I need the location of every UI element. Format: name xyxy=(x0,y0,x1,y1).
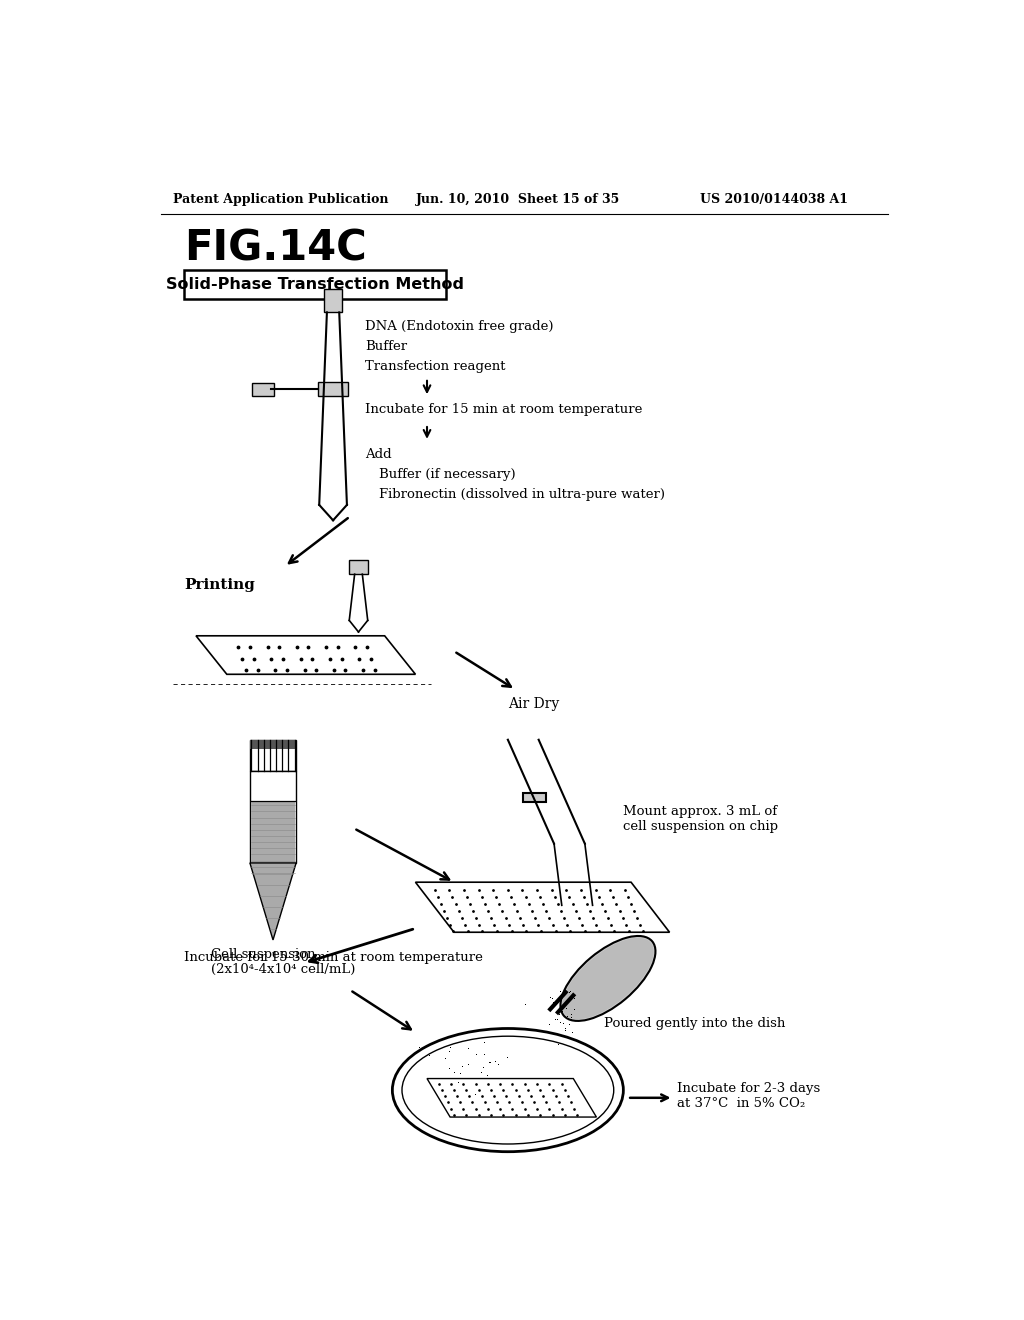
FancyBboxPatch shape xyxy=(184,271,446,300)
Text: Mount approx. 3 mL of
cell suspension on chip: Mount approx. 3 mL of cell suspension on… xyxy=(624,805,778,833)
Polygon shape xyxy=(523,793,547,803)
Bar xyxy=(317,383,348,396)
Text: Patent Application Publication: Patent Application Publication xyxy=(173,193,388,206)
Polygon shape xyxy=(427,1078,596,1117)
Bar xyxy=(252,383,273,396)
Text: Add: Add xyxy=(366,447,392,461)
Ellipse shape xyxy=(562,937,653,1019)
Ellipse shape xyxy=(560,936,655,1020)
Text: Cell suspension
(2x10⁴-4x10⁴ cell/mL): Cell suspension (2x10⁴-4x10⁴ cell/mL) xyxy=(211,948,355,975)
Text: Jun. 10, 2010  Sheet 15 of 35: Jun. 10, 2010 Sheet 15 of 35 xyxy=(416,193,620,206)
Ellipse shape xyxy=(392,1028,624,1151)
Text: Transfection reagent: Transfection reagent xyxy=(366,360,506,374)
Bar xyxy=(349,560,368,574)
Text: Printing: Printing xyxy=(184,578,255,593)
Text: Incubate for 2-3 days
at 37°C  in 5% CO₂: Incubate for 2-3 days at 37°C in 5% CO₂ xyxy=(677,1082,820,1110)
Text: Buffer: Buffer xyxy=(366,341,408,354)
Polygon shape xyxy=(196,636,416,675)
Bar xyxy=(324,289,342,313)
Text: US 2010/0144038 A1: US 2010/0144038 A1 xyxy=(700,193,848,206)
Bar xyxy=(250,739,296,771)
Polygon shape xyxy=(416,882,670,932)
Bar xyxy=(252,801,295,863)
Text: Incubate for 15 min at room temperature: Incubate for 15 min at room temperature xyxy=(366,404,643,416)
Ellipse shape xyxy=(402,1036,613,1144)
Text: Incubate for 15-30 min at room temperature: Incubate for 15-30 min at room temperatu… xyxy=(184,952,483,965)
Text: DNA (Endotoxin free grade): DNA (Endotoxin free grade) xyxy=(366,321,554,333)
Text: Buffer (if necessary): Buffer (if necessary) xyxy=(379,469,516,480)
Bar xyxy=(250,771,296,863)
Text: Solid-Phase Transfection Method: Solid-Phase Transfection Method xyxy=(166,277,464,292)
Text: Poured gently into the dish: Poured gently into the dish xyxy=(604,1016,785,1030)
Text: FIG.14C: FIG.14C xyxy=(184,227,368,269)
Bar xyxy=(250,739,296,748)
Text: Air Dry: Air Dry xyxy=(508,697,559,711)
Polygon shape xyxy=(250,863,296,940)
Text: Fibronectin (dissolved in ultra-pure water): Fibronectin (dissolved in ultra-pure wat… xyxy=(379,488,666,502)
